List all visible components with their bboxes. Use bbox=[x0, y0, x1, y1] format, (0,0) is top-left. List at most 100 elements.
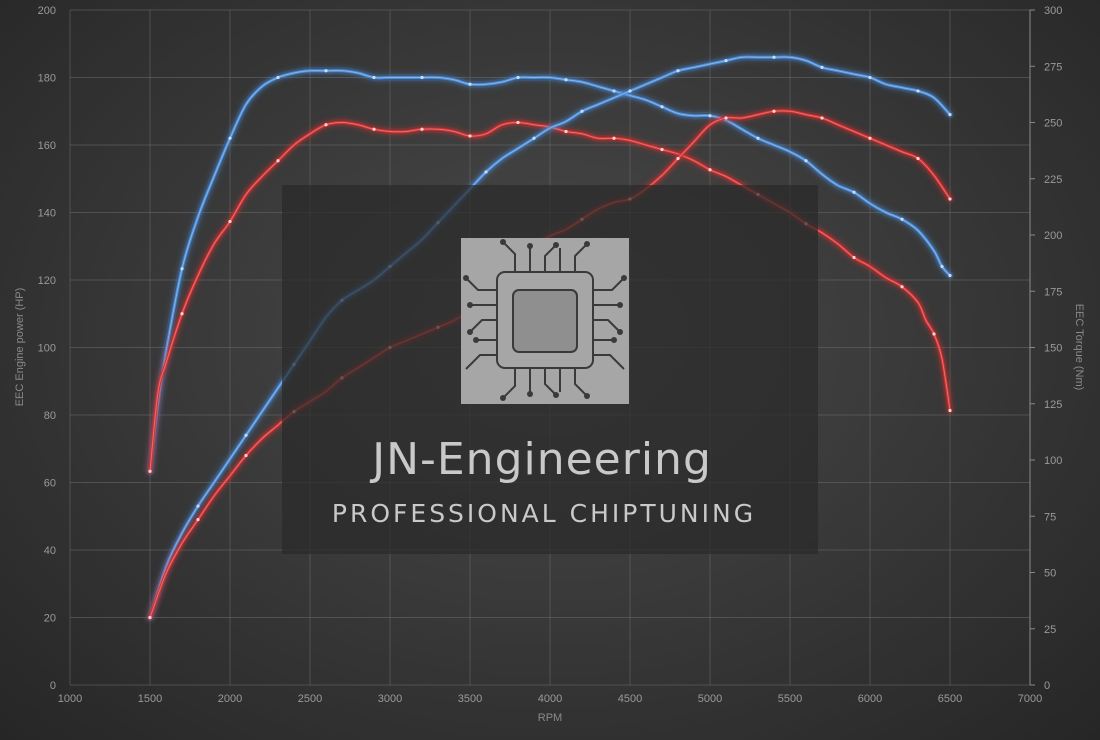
series-point bbox=[180, 267, 184, 271]
series-point bbox=[868, 136, 872, 140]
series-point bbox=[580, 109, 584, 113]
x-tick-label: 1000 bbox=[58, 693, 82, 705]
x-tick-label: 1500 bbox=[138, 693, 162, 705]
y-tick-label: 0 bbox=[50, 680, 56, 692]
y2-tick-label: 25 bbox=[1044, 624, 1056, 636]
y2-tick-label: 100 bbox=[1044, 455, 1062, 467]
x-tick-label: 4000 bbox=[538, 693, 562, 705]
series-point bbox=[468, 134, 472, 138]
y-tick-label: 140 bbox=[38, 208, 56, 220]
series-point bbox=[148, 469, 152, 473]
y2-tick-label: 50 bbox=[1044, 568, 1056, 580]
y-tick-label: 180 bbox=[38, 73, 56, 85]
x-tick-label: 4500 bbox=[618, 693, 642, 705]
x-tick-label: 2000 bbox=[218, 693, 242, 705]
series-point bbox=[196, 504, 200, 508]
brand-tagline: PROFESSIONAL CHIPTUNING bbox=[332, 499, 756, 528]
series-point bbox=[228, 136, 232, 140]
series-point bbox=[420, 127, 424, 131]
x-tick-label: 6000 bbox=[858, 693, 882, 705]
series-point bbox=[852, 190, 856, 194]
series-point bbox=[612, 136, 616, 140]
series-point bbox=[932, 332, 936, 336]
series-point bbox=[948, 197, 952, 201]
series-point bbox=[676, 69, 680, 73]
series-point bbox=[628, 89, 632, 93]
series-point bbox=[420, 75, 424, 80]
series-point bbox=[660, 105, 664, 109]
series-point bbox=[948, 408, 952, 413]
series-point bbox=[660, 147, 664, 152]
series-point bbox=[900, 285, 904, 289]
series-point bbox=[564, 129, 568, 134]
x-axis-title: RPM bbox=[538, 712, 562, 724]
series-line-highlight bbox=[149, 122, 951, 472]
y-tick-label: 40 bbox=[44, 545, 56, 557]
y-tick-label: 20 bbox=[44, 613, 56, 625]
series-point bbox=[372, 75, 376, 80]
series-point bbox=[228, 219, 232, 224]
y-axis-title: EEC Engine power (HP) bbox=[14, 288, 26, 407]
y2-tick-label: 200 bbox=[1044, 230, 1062, 242]
series-point bbox=[724, 116, 728, 120]
series-1 bbox=[146, 119, 954, 475]
y-tick-label: 120 bbox=[38, 275, 56, 287]
series-point bbox=[244, 433, 248, 437]
y2-tick-label: 250 bbox=[1044, 118, 1062, 130]
series-point bbox=[820, 65, 824, 69]
y2-tick-label: 0 bbox=[1044, 680, 1050, 692]
y2-tick-label: 75 bbox=[1044, 511, 1056, 523]
y2-tick-label: 175 bbox=[1044, 286, 1062, 298]
series-point bbox=[372, 127, 376, 131]
y-tick-label: 200 bbox=[38, 5, 56, 17]
series-point bbox=[324, 123, 328, 127]
x-tick-label: 6500 bbox=[938, 693, 962, 705]
series-line-highlight bbox=[149, 70, 951, 472]
series-point bbox=[244, 453, 248, 458]
series-point bbox=[676, 156, 680, 161]
series-point bbox=[180, 312, 184, 316]
series-point bbox=[916, 89, 920, 93]
series-point bbox=[276, 75, 280, 80]
series-point bbox=[612, 89, 616, 93]
series-point bbox=[772, 109, 776, 113]
x-tick-label: 5000 bbox=[698, 693, 722, 705]
series-point bbox=[852, 255, 856, 260]
x-tick-label: 3000 bbox=[378, 693, 402, 705]
x-tick-label: 7000 bbox=[1018, 693, 1042, 705]
series-point bbox=[708, 168, 712, 172]
y2-tick-label: 150 bbox=[1044, 343, 1062, 355]
series-point bbox=[196, 518, 200, 522]
series-point bbox=[324, 69, 328, 73]
series-point bbox=[868, 75, 872, 80]
series-point bbox=[276, 159, 280, 163]
series-point bbox=[148, 615, 152, 620]
series-point bbox=[724, 59, 728, 63]
series-point bbox=[516, 120, 520, 125]
y-tick-label: 160 bbox=[38, 140, 56, 152]
watermark: JN-Engineering PROFESSIONAL CHIPTUNING bbox=[282, 185, 818, 554]
series-point bbox=[948, 113, 952, 117]
y-tick-label: 80 bbox=[44, 410, 56, 422]
series-point bbox=[756, 136, 760, 140]
x-tick-label: 3500 bbox=[458, 693, 482, 705]
series-point bbox=[900, 217, 904, 221]
y2-tick-label: 125 bbox=[1044, 399, 1062, 411]
series-point bbox=[772, 55, 776, 59]
series-0 bbox=[146, 67, 954, 475]
y-tick-label: 100 bbox=[38, 343, 56, 355]
y2-tick-label: 300 bbox=[1044, 5, 1062, 17]
y-tick-label: 60 bbox=[44, 478, 56, 490]
y2-axis-title: EEC Torque (Nm) bbox=[1073, 304, 1085, 391]
series-point bbox=[484, 170, 488, 174]
series-point bbox=[708, 114, 712, 118]
series-point bbox=[804, 159, 808, 163]
x-tick-label: 5500 bbox=[778, 693, 802, 705]
series-point bbox=[820, 116, 824, 120]
series-point bbox=[468, 82, 472, 86]
y2-tick-label: 225 bbox=[1044, 174, 1062, 186]
x-tick-label: 2500 bbox=[298, 693, 322, 705]
chip-logo bbox=[461, 238, 629, 404]
brand-name: JN-Engineering bbox=[369, 434, 712, 485]
